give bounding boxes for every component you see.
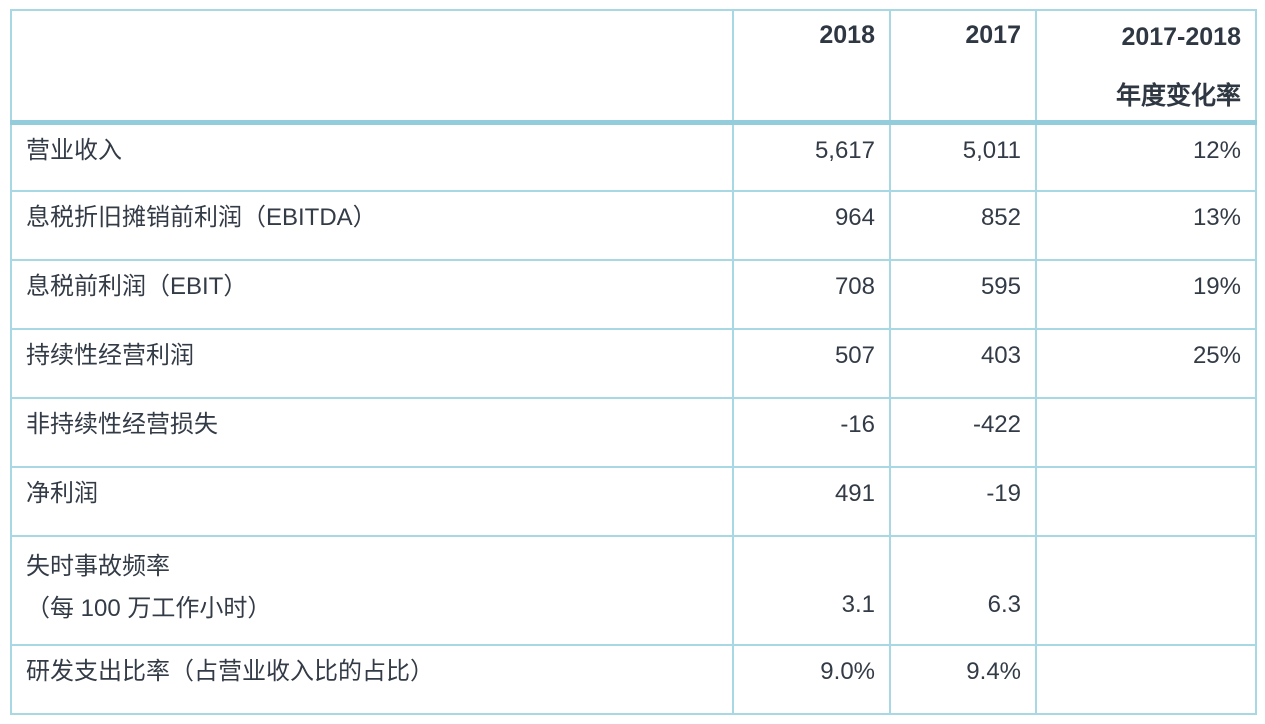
value-2017-cell: 5,011 <box>889 121 1037 192</box>
change-cell <box>1035 644 1257 715</box>
header-change-line1: 2017-2018 <box>1121 23 1241 51</box>
change-cell <box>1035 535 1257 646</box>
table-row-revenue: 营业收入 5,617 5,011 12% <box>10 121 1257 192</box>
metric-label-cell: 持续性经营利润 <box>10 328 734 399</box>
value-2018-cell: -16 <box>732 397 891 468</box>
value-2018-cell: 491 <box>732 466 891 537</box>
value-2017-cell: 6.3 <box>889 535 1037 646</box>
metric-label-cell: 非持续性经营损失 <box>10 397 734 468</box>
table-row-continuing-profit: 持续性经营利润 507 403 25% <box>10 328 1257 399</box>
value-2018-cell: 9.0% <box>732 644 891 715</box>
table-row-discontinued-loss: 非持续性经营损失 -16 -422 <box>10 397 1257 468</box>
value-2017-cell: 9.4% <box>889 644 1037 715</box>
value-2017-cell: -422 <box>889 397 1037 468</box>
value-2017-cell: 595 <box>889 259 1037 330</box>
value-2018-cell: 5,617 <box>732 121 891 192</box>
header-row: 2018 2017 2017-2018 年度变化率 <box>10 9 1257 125</box>
change-cell <box>1035 466 1257 537</box>
header-change-cell: 2017-2018 年度变化率 <box>1035 9 1257 125</box>
value-2018-cell: 964 <box>732 190 891 261</box>
metric-label-cell: 息税前利润（EBIT） <box>10 259 734 330</box>
value-2017-cell: 403 <box>889 328 1037 399</box>
value-2018-cell: 708 <box>732 259 891 330</box>
metric-label-cell: 研发支出比率（占营业收入比的占比） <box>10 644 734 715</box>
change-cell: 13% <box>1035 190 1257 261</box>
value-2017-cell: -19 <box>889 466 1037 537</box>
table-row-ebit: 息税前利润（EBIT） 708 595 19% <box>10 259 1257 330</box>
value-2017-cell: 852 <box>889 190 1037 261</box>
header-metric-cell <box>10 9 734 125</box>
change-cell <box>1035 397 1257 468</box>
table-row-lost-time-incident-rate: 失时事故频率 （每 100 万工作小时） 3.1 6.3 <box>10 535 1257 646</box>
metric-label-line2: （每 100 万工作小时） <box>26 595 272 622</box>
table-row-ebitda: 息税折旧摊销前利润（EBITDA） 964 852 13% <box>10 190 1257 261</box>
value-2018-cell: 3.1 <box>732 535 891 646</box>
metric-label-line1: 失时事故频率 <box>26 553 170 580</box>
metric-label-cell: 营业收入 <box>10 121 734 192</box>
header-2018-cell: 2018 <box>732 9 891 125</box>
metric-label-cell: 息税折旧摊销前利润（EBITDA） <box>10 190 734 261</box>
value-2018-cell: 507 <box>732 328 891 399</box>
change-cell: 19% <box>1035 259 1257 330</box>
change-cell: 25% <box>1035 328 1257 399</box>
table-row-rd-spending-ratio: 研发支出比率（占营业收入比的占比） 9.0% 9.4% <box>10 644 1257 715</box>
metric-label-cell: 失时事故频率 （每 100 万工作小时） <box>10 535 734 646</box>
metric-label-cell: 净利润 <box>10 466 734 537</box>
header-2017-cell: 2017 <box>889 9 1037 125</box>
header-change-line2: 年度变化率 <box>1115 82 1241 110</box>
financial-kpi-table: 2018 2017 2017-2018 年度变化率 营业收入 5,617 5,0… <box>10 9 1257 715</box>
change-cell: 12% <box>1035 121 1257 192</box>
table-row-net-profit: 净利润 491 -19 <box>10 466 1257 537</box>
